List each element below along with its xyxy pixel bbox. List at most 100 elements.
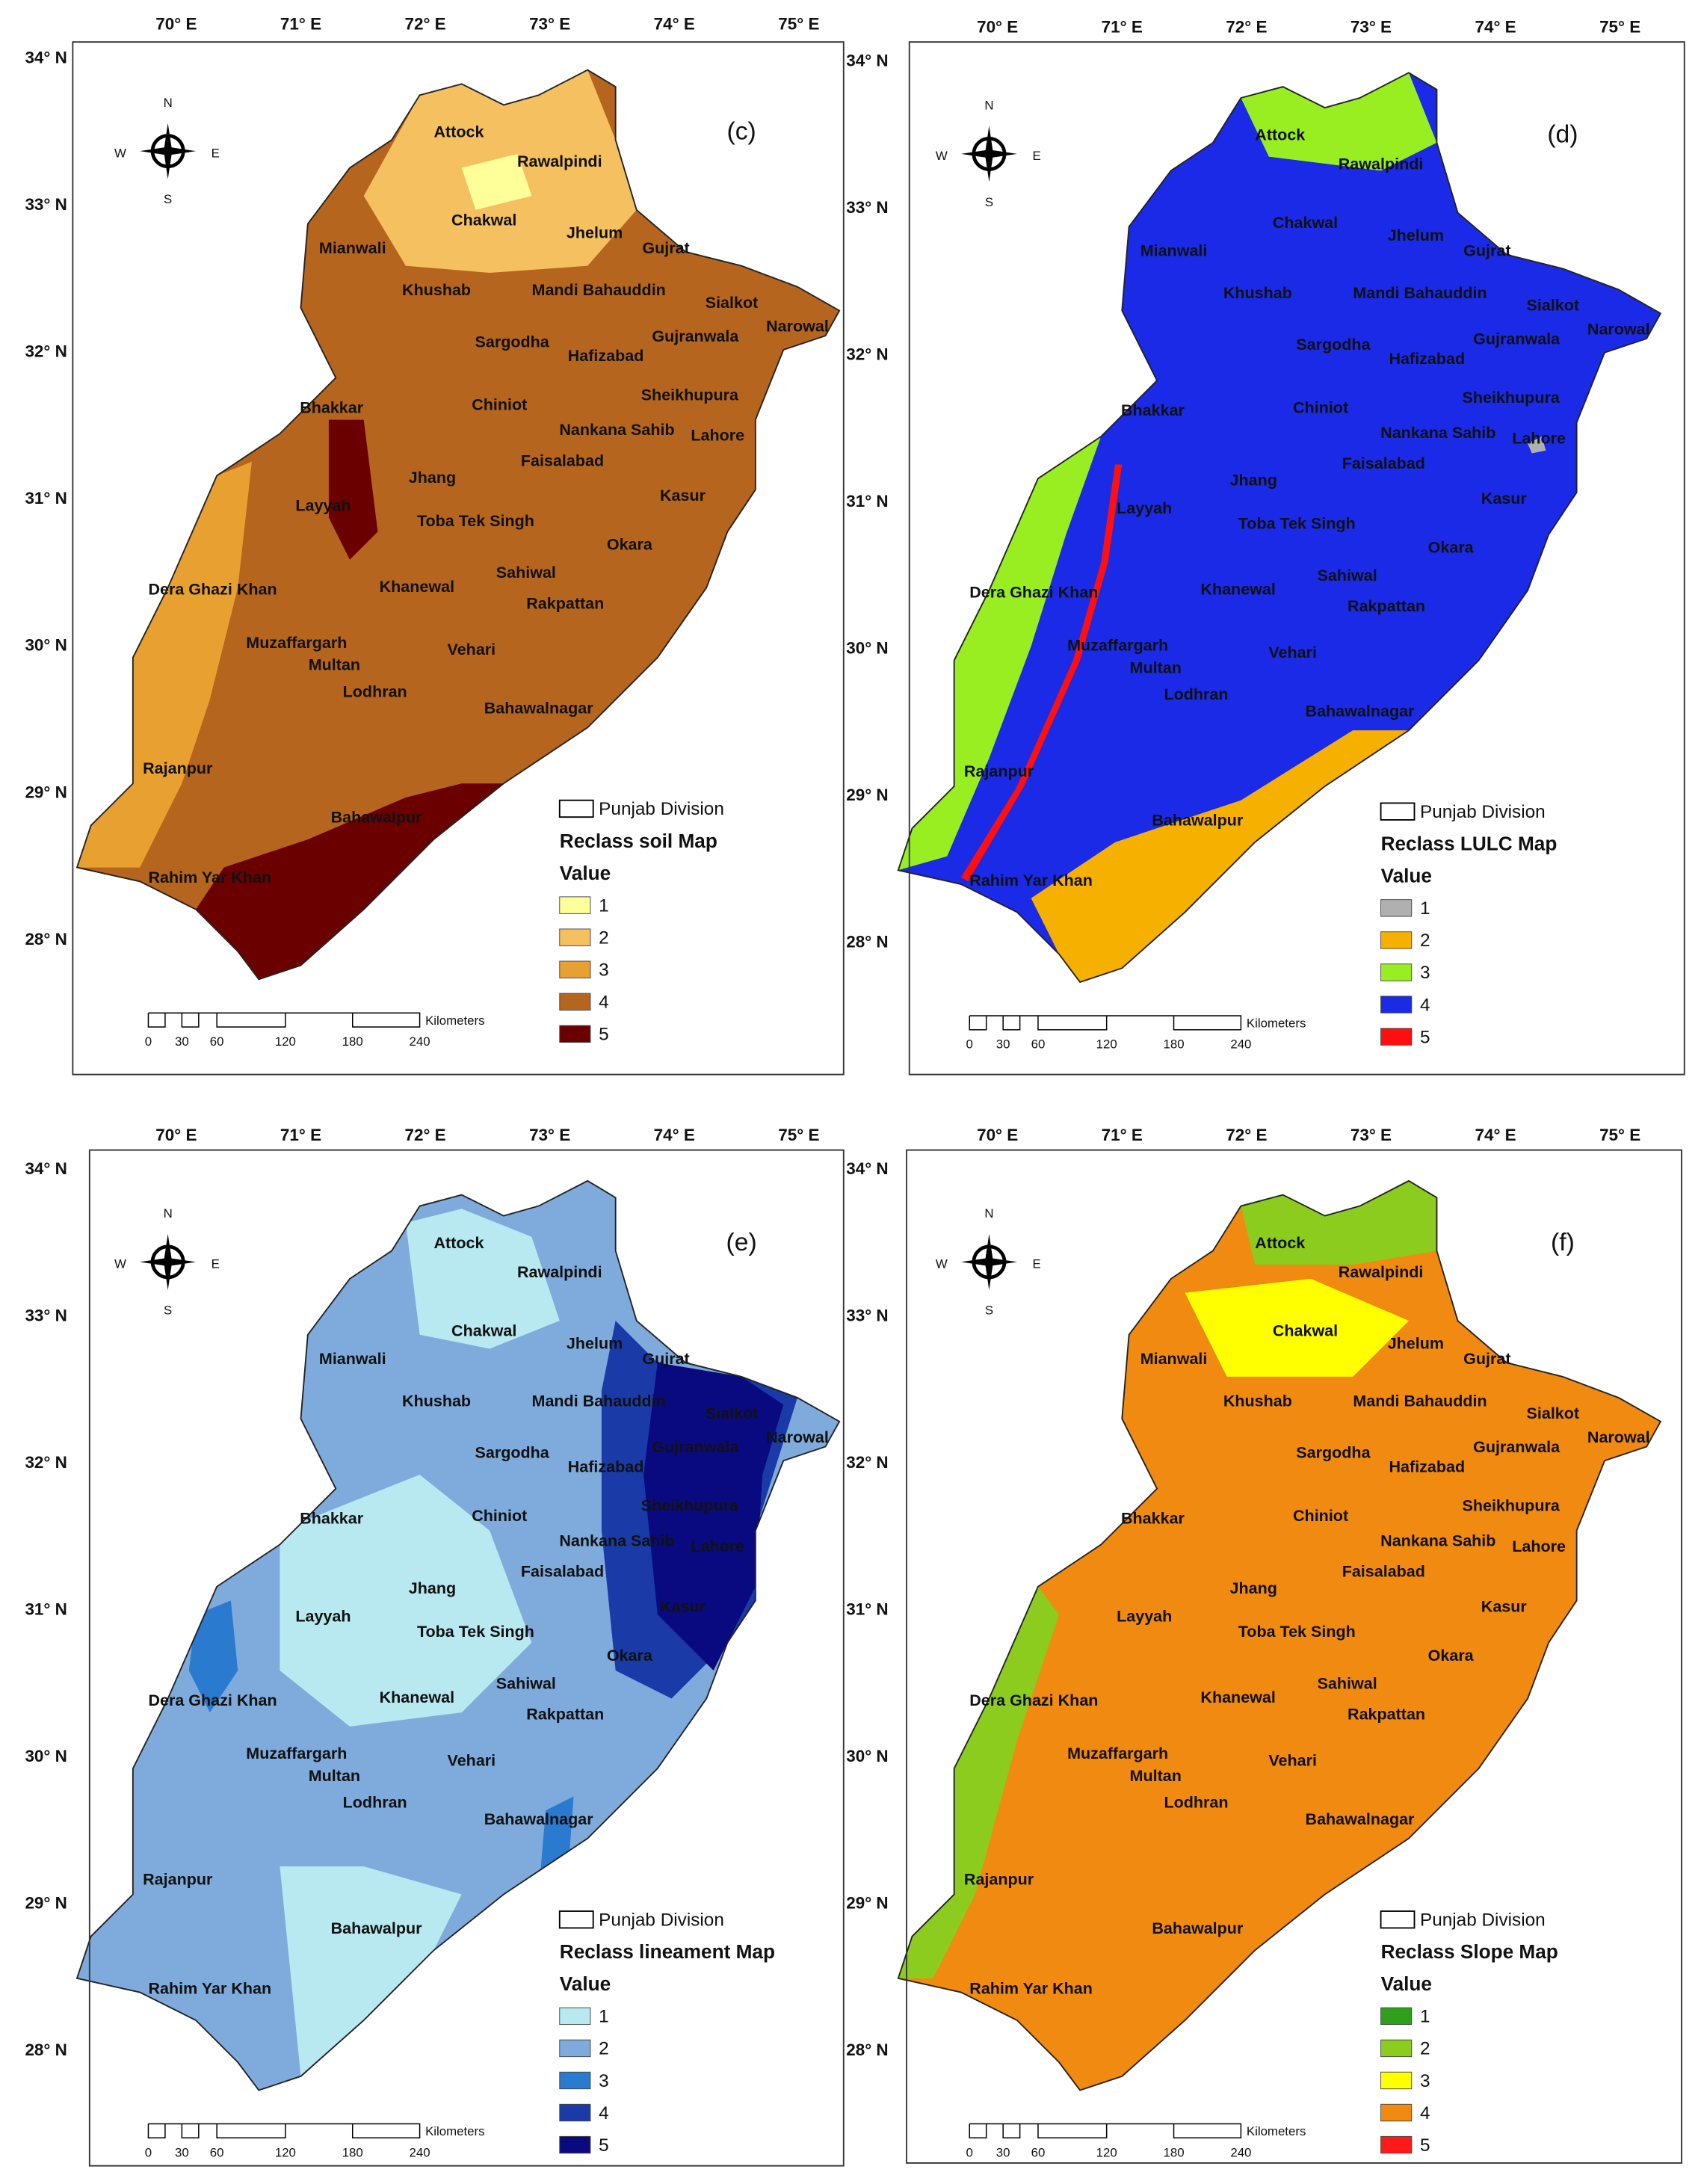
class-area	[1185, 1278, 1410, 1377]
scale-tick-label: 120	[1096, 1037, 1117, 1052]
legend-swatch	[1380, 963, 1413, 981]
legend-swatch	[559, 993, 591, 1011]
class-area	[461, 153, 532, 210]
compass-n: N	[164, 1206, 173, 1221]
panel-frame	[908, 41, 1685, 1076]
scale-unit: Kilometers	[425, 1014, 485, 1028]
class-area	[643, 1363, 784, 1671]
district-label: Bahawalpur	[1152, 1919, 1244, 1937]
lon-tick-label: 70° E	[977, 17, 1018, 36]
district-label: Muzaffargarh	[246, 634, 347, 652]
district-label: Rajanpur	[143, 759, 213, 777]
district-label: Lodhran	[1164, 1794, 1228, 1812]
legend-class-label: 1	[599, 895, 609, 916]
scale-tick-label: 0	[966, 2145, 973, 2159]
district-label: Sheikhupura	[1462, 389, 1560, 407]
district-label: Kasur	[660, 1597, 706, 1615]
lat-tick-label: 30° N	[25, 1747, 67, 1765]
legend-class-label: 1	[1420, 898, 1430, 919]
district-label: Gujranwala	[652, 327, 739, 345]
district-label: Toba Tek Singh	[417, 512, 534, 530]
district-label: Chiniot	[1293, 398, 1348, 416]
district-label: Okara	[607, 536, 653, 554]
district-label: Bahawalpur	[331, 1919, 423, 1937]
district-label: Sargodha	[475, 1444, 550, 1462]
lon-tick-label: 72° E	[404, 15, 445, 34]
district-label: Layyah	[1117, 1608, 1172, 1626]
boundary-swatch	[558, 799, 594, 818]
legend-value-title: Value	[1381, 1972, 1432, 1995]
legend-swatch	[1380, 2039, 1413, 2058]
map-panel: 70° E 71° E 72° E 73° E 74° E 75° E 34° N 33° N…	[846, 1126, 1662, 2159]
scale-tick-label: 240	[410, 2145, 430, 2159]
class-area	[188, 1600, 238, 1713]
panel-frame	[72, 41, 845, 1076]
lat-tick-label: 32° N	[25, 342, 67, 361]
legend-class-label: 3	[599, 960, 609, 981]
district-label: Vehari	[1268, 1751, 1317, 1769]
scale-tick-label: 240	[1230, 1037, 1251, 1052]
district-label: Faisalabad	[1342, 454, 1425, 472]
district-label: Chiniot	[472, 1507, 527, 1525]
district-label: Sahiwal	[1318, 567, 1377, 584]
compass-e: E	[1032, 1257, 1040, 1271]
district-label: Bhakkar	[300, 1510, 364, 1528]
scale-tick-label: 180	[1163, 2145, 1184, 2159]
district-label: Bhakkar	[1121, 1510, 1185, 1528]
map-panel: 70° E 71° E 72° E 73° E 74° E 75° E 34° N 33° N…	[846, 17, 1662, 1052]
province-fill	[76, 70, 840, 980]
district-label: Vehari	[448, 641, 496, 658]
compass-s: S	[985, 195, 993, 209]
lat-tick-label: 29° N	[846, 786, 888, 804]
scale-tick-label: 240	[1230, 2145, 1251, 2159]
district-label: Kasur	[660, 487, 706, 505]
district-label: Hafizabad	[568, 1457, 644, 1475]
district-label: Muzaffargarh	[1067, 636, 1168, 654]
scale-bar	[969, 1015, 1242, 1031]
district-label: Lahore	[691, 1537, 744, 1555]
district-label: Multan	[309, 656, 360, 674]
legend-swatch	[1380, 931, 1413, 949]
lat-tick-label: 32° N	[25, 1453, 67, 1472]
district-label: Jhang	[1230, 1579, 1277, 1597]
district-label: Okara	[607, 1647, 653, 1665]
district-label: Jhelum	[1388, 1335, 1444, 1353]
patches	[898, 1180, 1437, 1978]
district-label: Mianwali	[319, 239, 386, 257]
district-label: Jhang	[1230, 472, 1277, 490]
district-label: Rawalpindi	[1339, 1263, 1424, 1281]
district-label: Chakwal	[451, 211, 516, 229]
district-label: Toba Tek Singh	[417, 1623, 534, 1641]
legend-swatch	[559, 896, 591, 914]
lat-tick-label: 30° N	[846, 638, 888, 657]
legend-class-label: 1	[1420, 2007, 1430, 2027]
legend-title: Reclass LULC Map	[1381, 833, 1558, 855]
legend-swatch	[559, 960, 591, 978]
class-area	[405, 1209, 560, 1349]
district-label: Chakwal	[1273, 214, 1338, 232]
legend-swatch	[1380, 2103, 1413, 2122]
class-area	[280, 1474, 532, 1727]
district-label: Mianwali	[1140, 242, 1208, 260]
district-label: Multan	[309, 1767, 360, 1785]
district-label: Khanewal	[1200, 1688, 1275, 1706]
legend-swatch	[1380, 2007, 1413, 2026]
district-label: Narowal	[766, 318, 829, 336]
lat-tick-label: 31° N	[846, 1600, 888, 1618]
legend-title: Reclass lineament Map	[560, 1940, 775, 1963]
legend-swatch	[559, 1025, 591, 1043]
district-label: Toba Tek Singh	[1238, 515, 1356, 533]
scale-tick-label: 120	[275, 2145, 296, 2159]
district-label: Sargodha	[1296, 336, 1371, 354]
lat-tick-label: 33° N	[25, 1306, 67, 1324]
district-label: Vehari	[1268, 644, 1317, 661]
province-outline	[75, 69, 841, 981]
scale-tick-label: 60	[210, 1034, 224, 1049]
scale-tick-label: 240	[410, 1034, 430, 1049]
class-area	[280, 1866, 462, 2076]
lon-tick-label: 74° E	[654, 1126, 695, 1144]
district-label: Sahiwal	[496, 1674, 556, 1692]
legend-class-label: 5	[1420, 1027, 1430, 1047]
compass-needle	[140, 146, 197, 155]
compass-n: N	[984, 99, 993, 113]
